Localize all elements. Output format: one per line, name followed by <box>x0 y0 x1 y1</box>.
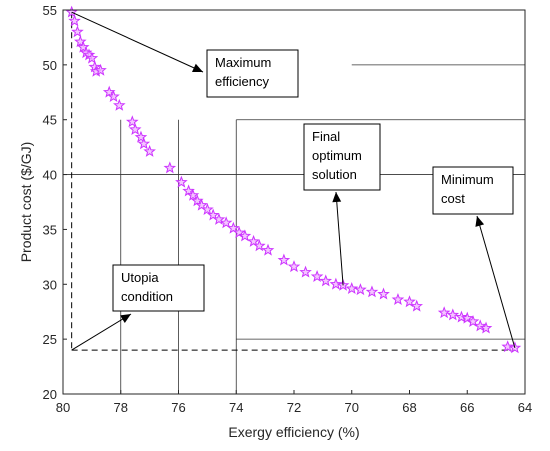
x-axis-ticks: 80 78 76 74 72 70 68 66 64 <box>56 390 532 415</box>
annotation-final-optimum-text: Final <box>312 129 340 144</box>
data-point <box>74 35 87 48</box>
y-axis-ticks: 20 25 30 35 40 45 50 55 <box>43 3 67 402</box>
data-point <box>85 51 99 64</box>
data-point <box>299 265 312 278</box>
y-axis-title: Product cost ($/GJ) <box>18 142 34 263</box>
x-tick-label: 66 <box>460 400 474 415</box>
y-tick-label: 30 <box>43 277 57 292</box>
annotation-minimum-cost-text: Minimum <box>441 172 494 187</box>
annotation-final-optimum-text: optimum <box>312 148 362 163</box>
data-point <box>437 306 451 319</box>
x-axis-title: Exergy efficiency (%) <box>228 424 359 440</box>
annotation-maximum-efficiency-text: efficiency <box>215 74 269 89</box>
data-point <box>261 243 275 256</box>
annotation-final-optimum-text: solution <box>312 167 357 182</box>
data-point <box>403 295 416 308</box>
x-tick-label: 80 <box>56 400 70 415</box>
data-point <box>253 239 266 252</box>
data-point <box>365 285 379 298</box>
data-point <box>94 63 107 76</box>
data-point <box>238 229 252 242</box>
annotation-arrows <box>71 11 516 351</box>
data-point <box>113 98 126 111</box>
data-point <box>479 321 493 334</box>
data-point <box>128 122 142 135</box>
arrow-final-optimum-shaft <box>335 191 344 286</box>
data-point <box>201 203 214 216</box>
data-point <box>310 269 324 282</box>
y-tick-label: 50 <box>43 58 57 73</box>
data-point <box>137 137 151 150</box>
arrow-minimum-cost-head <box>475 216 485 227</box>
data-point <box>175 175 188 188</box>
x-tick-label: 78 <box>114 400 128 415</box>
data-point <box>212 212 226 225</box>
annotation-utopia-condition-text: Utopia <box>121 270 159 285</box>
data-point <box>219 216 233 229</box>
data-point <box>71 25 84 38</box>
data-point <box>102 85 116 98</box>
y-tick-label: 20 <box>43 387 57 402</box>
arrow-maximum-efficiency-shaft <box>71 11 204 73</box>
y-tick-label: 35 <box>43 222 57 237</box>
annotation-final-optimum-box <box>303 123 381 191</box>
annotation-minimum-cost-box <box>432 166 514 215</box>
data-point <box>377 287 390 300</box>
arrow-maximum-efficiency-head <box>192 63 203 72</box>
annotation-minimum-cost-text: cost <box>441 191 465 206</box>
data-point <box>455 310 468 323</box>
annotation-utopia-condition-box <box>112 264 205 312</box>
x-tick-label: 68 <box>402 400 416 415</box>
x-tick-label: 64 <box>518 400 532 415</box>
data-point <box>446 308 460 321</box>
data-point <box>247 234 260 247</box>
x-tick-label: 74 <box>229 400 243 415</box>
data-point <box>195 198 208 211</box>
data-point <box>460 311 474 324</box>
utopia-lines <box>71 12 515 351</box>
data-point <box>76 40 90 53</box>
data-point <box>126 115 139 128</box>
annotation-maximum-efficiency-text: Maximum <box>215 55 271 70</box>
arrow-utopia-condition-shaft <box>71 313 132 351</box>
x-tick-label: 70 <box>345 400 359 415</box>
data-point <box>319 274 333 287</box>
data-point <box>287 260 301 273</box>
data-point <box>65 5 78 18</box>
data-points <box>65 5 522 354</box>
data-point <box>277 253 291 266</box>
x-tick-label: 76 <box>171 400 185 415</box>
y-tick-label: 25 <box>43 332 57 347</box>
data-point <box>232 226 246 239</box>
y-tick-label: 40 <box>43 168 57 183</box>
y-tick-label: 45 <box>43 113 57 128</box>
x-tick-label: 72 <box>287 400 301 415</box>
data-point <box>190 194 204 207</box>
data-point <box>68 14 81 27</box>
data-point <box>206 208 220 221</box>
arrow-minimum-cost-shaft <box>476 215 516 349</box>
data-point <box>107 90 120 103</box>
annotation-maximum-efficiency-box <box>206 49 299 98</box>
data-point <box>391 293 405 305</box>
data-point <box>143 144 156 157</box>
data-point <box>473 319 487 332</box>
y-tick-label: 55 <box>43 3 57 18</box>
data-point <box>134 130 148 143</box>
data-point <box>329 277 343 290</box>
arrow-utopia-condition-head <box>120 314 131 323</box>
data-point <box>501 340 514 353</box>
data-point <box>410 299 424 312</box>
annotation-utopia-condition-text: condition <box>121 289 173 304</box>
data-point <box>466 314 480 327</box>
data-point <box>227 221 240 234</box>
arrow-final-optimum-head <box>332 192 342 203</box>
data-point <box>182 184 195 197</box>
data-point <box>345 282 359 295</box>
data-point <box>163 161 177 174</box>
data-point <box>354 283 367 296</box>
data-point <box>186 188 200 201</box>
annotation-boxes: Maximum efficiency Final optimum solution Min… <box>112 49 514 312</box>
